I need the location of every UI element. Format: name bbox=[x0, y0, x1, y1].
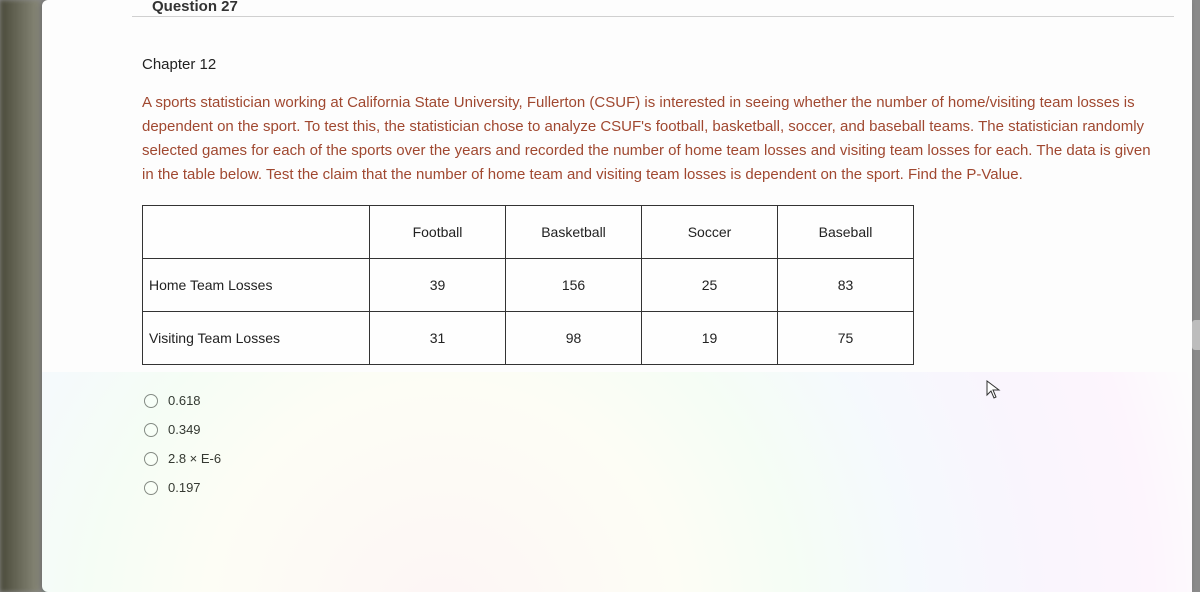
table-cell: 98 bbox=[506, 312, 642, 365]
table-row-header: Visiting Team Losses bbox=[143, 312, 370, 365]
table-col-header: Basketball bbox=[506, 206, 642, 259]
table-row: Visiting Team Losses 31 98 19 75 bbox=[143, 312, 914, 365]
table-row: Home Team Losses 39 156 25 83 bbox=[143, 259, 914, 312]
side-tab[interactable] bbox=[1192, 320, 1200, 350]
question-content: Chapter 12 A sports statistician working… bbox=[142, 30, 1152, 509]
table-col-header: Football bbox=[370, 206, 506, 259]
option-label: 0.349 bbox=[168, 422, 201, 437]
flag-question-checkbox[interactable] bbox=[106, 0, 124, 12]
header-divider bbox=[132, 16, 1174, 17]
radio-icon bbox=[144, 394, 158, 408]
answer-option[interactable]: 0.618 bbox=[144, 393, 1152, 408]
table-cell: 83 bbox=[778, 259, 914, 312]
table-cell: 31 bbox=[370, 312, 506, 365]
table-cell: 39 bbox=[370, 259, 506, 312]
chapter-label: Chapter 12 bbox=[142, 56, 1152, 73]
radio-icon bbox=[144, 452, 158, 466]
radio-icon bbox=[144, 423, 158, 437]
table-col-header: Soccer bbox=[642, 206, 778, 259]
question-number-label: Question 27 bbox=[152, 0, 238, 15]
table-cell: 75 bbox=[778, 312, 914, 365]
photo-edge-blur bbox=[0, 0, 40, 592]
table-row-header: Home Team Losses bbox=[143, 259, 370, 312]
table-cell: 19 bbox=[642, 312, 778, 365]
answer-options: 0.618 0.349 2.8 × E-6 0.197 bbox=[144, 393, 1152, 495]
option-label: 0.197 bbox=[168, 480, 201, 495]
data-table: Football Basketball Soccer Baseball Home… bbox=[142, 205, 914, 365]
question-prompt: A sports statistician working at Califor… bbox=[142, 91, 1152, 187]
table-blank-header bbox=[143, 206, 370, 259]
answer-option[interactable]: 0.197 bbox=[144, 480, 1152, 495]
radio-icon bbox=[144, 481, 158, 495]
answer-option[interactable]: 2.8 × E-6 bbox=[144, 451, 1152, 466]
option-label: 0.618 bbox=[168, 393, 201, 408]
quiz-page: Question 27 Chapter 12 A sports statisti… bbox=[42, 0, 1192, 592]
table-col-header: Baseball bbox=[778, 206, 914, 259]
option-label: 2.8 × E-6 bbox=[168, 451, 221, 466]
answer-option[interactable]: 0.349 bbox=[144, 422, 1152, 437]
table-cell: 25 bbox=[642, 259, 778, 312]
table-cell: 156 bbox=[506, 259, 642, 312]
